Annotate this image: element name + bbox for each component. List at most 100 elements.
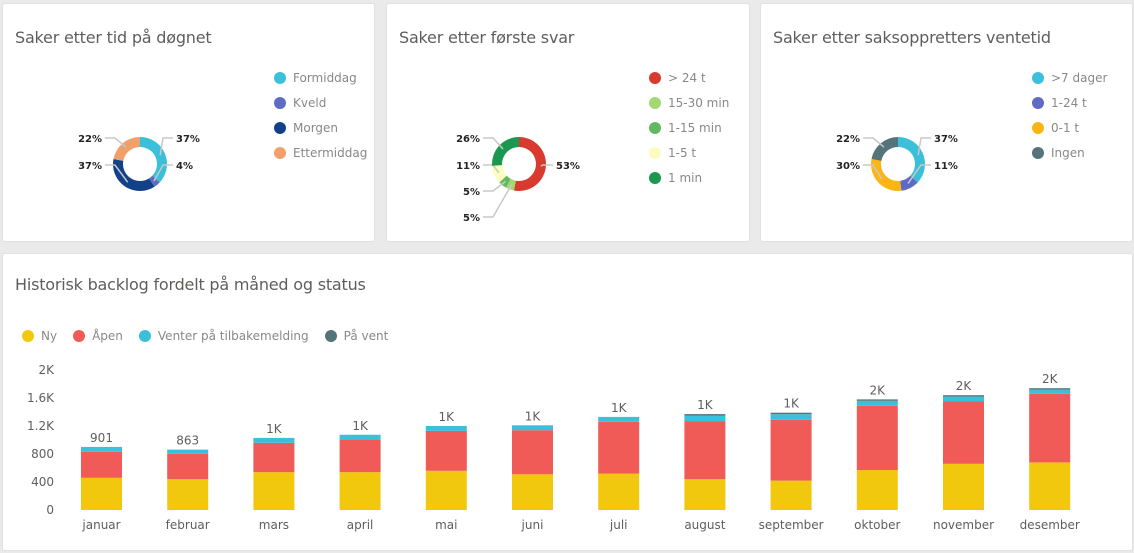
leader-line: [907, 164, 931, 185]
data-label: 22%: [836, 134, 860, 145]
leader-line: [540, 164, 553, 167]
legend-label: 0-1 t: [1051, 120, 1080, 135]
donut-slice-1-min[interactable]: [492, 137, 519, 166]
donut-slice--7-dager[interactable]: [898, 137, 925, 183]
legend-label: > 24 t: [668, 70, 706, 85]
data-label: 11%: [934, 161, 958, 172]
legend-item[interactable]: Morgen: [274, 115, 367, 140]
data-label: 5%: [463, 187, 480, 198]
data-label: 37%: [934, 134, 958, 145]
legend-dot-icon: [1032, 121, 1044, 134]
legend-label: 1-24 t: [1051, 95, 1087, 110]
legend-item[interactable]: 1 min: [649, 165, 729, 190]
data-label: 37%: [78, 161, 102, 172]
leader-line: [863, 164, 883, 180]
legend-item[interactable]: 0-1 t: [1032, 115, 1107, 140]
legend-dot-icon: [649, 71, 661, 84]
leader-line: [105, 137, 127, 148]
legend-dot-icon: [138, 330, 151, 342]
legend-item[interactable]: 1-15 min: [649, 115, 729, 140]
data-label: 53%: [556, 161, 580, 172]
legend-item[interactable]: > 24 t: [649, 65, 729, 90]
leader-line: [917, 137, 931, 156]
legend-dot-icon: [649, 96, 661, 109]
chart-legend: Formiddag Kveld Morgen Ettermiddag: [274, 65, 367, 165]
card-title: Historisk backlog fordelt på måned og st…: [15, 275, 366, 294]
donut-chart: 37% 11% 30% 22%: [836, 134, 958, 191]
legend-dot-icon: [1032, 146, 1044, 159]
legend-label: 15-30 min: [668, 95, 730, 110]
card-time-of-day: Saker etter tid på døgnet 37% 4% 37% 22% Fo…: [2, 3, 375, 242]
data-label: 37%: [176, 134, 200, 145]
legend-item[interactable]: Formiddag: [274, 65, 367, 90]
legend-item[interactable]: 1-24 t: [1032, 90, 1107, 115]
legend-label: Kveld: [293, 95, 327, 110]
legend-dot-icon: [324, 330, 337, 342]
legend-dot-icon: [649, 171, 661, 184]
card-title: Saker etter tid på døgnet: [15, 28, 212, 47]
legend-label: >7 dager: [1051, 70, 1108, 85]
legend-dot-icon: [274, 96, 286, 109]
legend-dot-icon: [649, 146, 661, 159]
donut-slice-0-1-t[interactable]: [871, 158, 902, 191]
donut-slice-ettermiddag[interactable]: [113, 137, 140, 161]
legend-item[interactable]: Ingen: [1032, 140, 1107, 165]
legend-dot-icon: [73, 330, 86, 342]
chart-legend: > 24 t 15-30 min 1-15 min 1-5 t 1 min: [649, 65, 729, 190]
data-label: 26%: [456, 134, 480, 145]
legend-label: Ingen: [1051, 145, 1085, 160]
card-title: Saker etter saksoppretters ventetid: [773, 28, 1051, 47]
donut-slice--24-t[interactable]: [513, 137, 546, 191]
card-backlog: Historisk backlog fordelt på måned og st…: [2, 253, 1133, 551]
legend-item[interactable]: Åpen: [73, 327, 123, 345]
legend-item[interactable]: Ny: [22, 327, 57, 345]
leader-line: [483, 180, 506, 192]
leader-line: [483, 137, 504, 150]
legend-dot-icon: [274, 121, 286, 134]
data-label: 22%: [78, 134, 102, 145]
legend-dot-icon: [274, 146, 286, 159]
data-label: 11%: [456, 161, 480, 172]
legend-item[interactable]: 1-5 t: [649, 140, 729, 165]
legend-label: Morgen: [293, 120, 339, 135]
legend-dot-icon: [649, 121, 661, 134]
donut-slice-morgen[interactable]: [112, 158, 155, 192]
donut-chart: 37% 4% 37% 22%: [78, 134, 200, 192]
legend-item[interactable]: Venter på tilbakemelding: [138, 327, 309, 345]
leader-line: [153, 164, 173, 182]
legend-dot-icon: [1032, 71, 1044, 84]
leader-line: [483, 184, 513, 218]
donut-slice-formiddag[interactable]: [140, 137, 168, 183]
donut-chart: 53% 5% 5% 11% 26%: [456, 134, 580, 224]
legend-dot-icon: [22, 330, 34, 342]
legend-dot-icon: [274, 71, 286, 84]
legend-item[interactable]: >7 dager: [1032, 65, 1107, 90]
data-label: 30%: [836, 161, 860, 172]
leader-line: [159, 137, 173, 156]
legend-label: 1-15 min: [668, 120, 722, 135]
legend-item[interactable]: Kveld: [274, 90, 367, 115]
legend-label: 1 min: [668, 170, 703, 185]
legend-label: Venter på tilbakemelding: [157, 329, 309, 343]
donut-slice-ingen[interactable]: [871, 137, 898, 161]
legend-label: Åpen: [92, 329, 123, 343]
data-label: 4%: [176, 161, 193, 172]
legend-label: 1-5 t: [668, 145, 697, 160]
legend-label: Ny: [41, 329, 58, 343]
legend-item[interactable]: Ettermiddag: [274, 140, 367, 165]
legend-label: På vent: [343, 329, 389, 343]
leader-line: [863, 137, 885, 148]
legend-label: Ettermiddag: [293, 145, 368, 160]
card-wait-time: Saker etter saksoppretters ventetid 37% 1…: [760, 3, 1133, 242]
legend-dot-icon: [1032, 96, 1044, 109]
donut-slice-kveld[interactable]: [149, 175, 160, 187]
legend-item[interactable]: 15-30 min: [649, 90, 729, 115]
backlog-legend: Ny Åpen Venter på tilbakemelding På vent: [22, 327, 404, 345]
card-title: Saker etter første svar: [399, 28, 575, 47]
card-first-response: Saker etter første svar 53% 5% 5% 11% 26% > …: [386, 3, 750, 242]
data-label: 5%: [463, 213, 480, 224]
legend-item[interactable]: På vent: [324, 327, 389, 345]
chart-legend: >7 dager 1-24 t 0-1 t Ingen: [1032, 65, 1107, 165]
leader-line: [105, 164, 129, 183]
legend-label: Formiddag: [293, 70, 357, 85]
